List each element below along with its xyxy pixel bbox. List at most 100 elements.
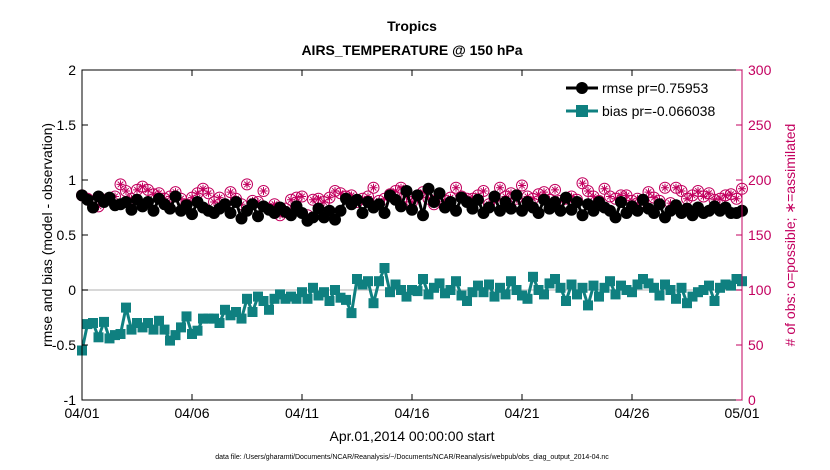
bias-point — [500, 289, 511, 300]
y2-axis-label: # of obs: o=possible; ∗=assimilated — [782, 124, 798, 347]
rmse-point — [307, 211, 319, 224]
rmse-point — [472, 193, 484, 206]
bias-point — [572, 289, 582, 300]
bias-point — [423, 289, 434, 300]
rmse-point — [648, 207, 660, 219]
y-tick-label: -1 — [64, 392, 77, 408]
obs-possible-point — [241, 178, 253, 191]
series-layer — [76, 177, 748, 356]
bias-point — [522, 293, 533, 304]
rmse-point — [532, 207, 545, 219]
rmse-point — [615, 196, 627, 208]
obs-possible-point — [516, 179, 528, 192]
bias-point — [478, 287, 489, 298]
bias-point — [594, 291, 604, 302]
bias-point — [709, 296, 720, 306]
bias-point — [467, 287, 478, 298]
bias-point — [121, 302, 131, 313]
rmse-point — [505, 202, 517, 215]
obs-assimilated-point — [199, 184, 207, 193]
bias-point — [495, 282, 505, 293]
obs-assimilated-point — [727, 190, 735, 199]
x-tick-label: 04/16 — [394, 405, 429, 421]
obs-assimilated-point — [298, 192, 306, 201]
obs-assimilated-point — [540, 188, 548, 197]
obs-assimilated-point — [716, 194, 724, 203]
rmse-point — [494, 204, 506, 217]
bias-point — [445, 285, 456, 295]
y-axis-right: 0 50 100 150 200 250 300 — [736, 62, 772, 408]
rmse-point — [252, 210, 264, 223]
rmse-point — [164, 202, 176, 215]
bias-point — [429, 282, 439, 293]
bias-point — [407, 285, 417, 295]
obs-assimilated-point — [584, 187, 592, 195]
bias-point — [236, 313, 247, 324]
bias-point — [462, 296, 472, 306]
y2-tick-label: 150 — [748, 227, 772, 243]
obs-assimilated-point — [347, 191, 356, 200]
bias-point — [621, 285, 632, 295]
obs-assimilated-point — [683, 194, 691, 203]
x-tick-label: 04/26 — [614, 405, 649, 421]
rmse-point — [87, 201, 99, 214]
bias-point — [220, 304, 230, 315]
data-file-footnote: data file: /Users/gharamti/Documents/NCA… — [215, 454, 609, 461]
rmse-point — [631, 204, 644, 217]
rmse-point — [422, 182, 435, 195]
obs-assimilated-point — [188, 193, 196, 202]
bias-point — [275, 289, 285, 300]
obs-assimilated-point — [672, 183, 680, 192]
legend-rmse-label: rmse pr=0.75953 — [602, 80, 708, 96]
bias-point — [82, 319, 93, 330]
bias-point — [192, 325, 203, 336]
y-axis-left: -1 -0.5 0 0.5 1 1.5 2 — [52, 62, 88, 408]
x-tick-label: 05/01 — [724, 405, 759, 421]
rmse-point — [169, 190, 182, 203]
y-tick-label: 1.5 — [57, 117, 77, 133]
rmse-point — [147, 204, 160, 217]
bias-point — [671, 293, 681, 304]
bias-point — [511, 285, 522, 295]
rmse-point — [411, 189, 424, 202]
bias-point — [368, 298, 379, 309]
rmse-point — [406, 203, 418, 216]
rmse-point — [483, 201, 495, 214]
y2-tick-label: 50 — [748, 337, 764, 353]
y-tick-label: 1 — [68, 172, 76, 188]
bias-point — [280, 293, 291, 304]
obs-assimilated-point — [320, 198, 328, 206]
obs-possible-point — [202, 187, 215, 200]
bias-point — [181, 311, 192, 322]
rmse-point — [323, 204, 336, 217]
rmse-series — [76, 182, 748, 227]
bias-point — [176, 322, 186, 333]
obs-assimilated-point — [622, 191, 631, 200]
obs-possible-point — [257, 185, 270, 197]
bias-point — [665, 285, 676, 295]
obs-assimilated-point — [688, 191, 697, 200]
bias-point — [231, 307, 241, 317]
bias-point — [555, 282, 566, 293]
obs-assimilated-point — [325, 193, 334, 202]
rmse-point — [488, 190, 501, 203]
obs-assimilated-point — [534, 190, 543, 199]
rmse-point — [587, 204, 600, 217]
bias-point — [720, 279, 731, 290]
bias-point — [544, 278, 555, 289]
obs-possible-point — [549, 183, 561, 196]
obs-assimilated-point — [529, 194, 537, 203]
bias-point — [654, 290, 665, 301]
obs-possible-point — [450, 181, 462, 194]
bias-point — [225, 310, 236, 321]
rmse-point — [230, 196, 242, 208]
bias-point — [731, 274, 742, 284]
bias-point — [385, 287, 395, 298]
obs-assimilated-point — [705, 189, 713, 198]
x-tick-label: 04/11 — [285, 405, 319, 421]
bias-point — [374, 276, 384, 287]
rmse-point — [400, 185, 413, 197]
obs-assimilated-point — [292, 193, 301, 202]
obs-assimilated-point — [331, 187, 339, 195]
bias-point — [99, 316, 109, 327]
